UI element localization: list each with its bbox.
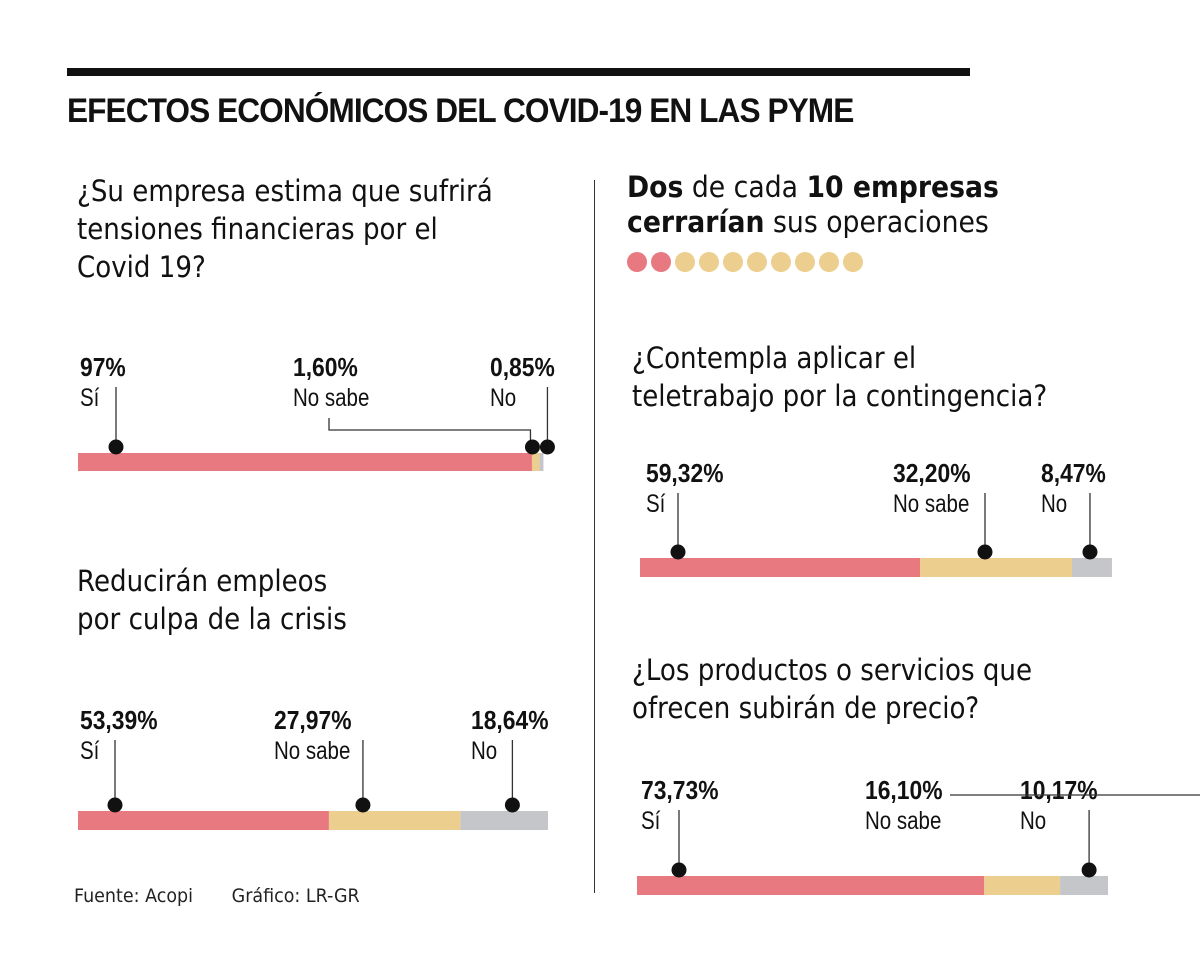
category-label-no: No xyxy=(1020,806,1046,834)
company-dot-operating xyxy=(675,252,695,272)
category-label-no-sabe: No sabe xyxy=(293,383,369,411)
bar-segment-si xyxy=(78,811,329,830)
category-label-no-sabe: No sabe xyxy=(893,489,969,517)
bar-segment-si xyxy=(640,558,920,577)
callout-text: sus operaciones xyxy=(764,205,989,239)
marker-dot-no-sabe xyxy=(977,544,993,560)
question-line: teletrabajo por la contingencia? xyxy=(632,379,1048,413)
question-line: ¿Los productos o servicios que xyxy=(632,653,1033,687)
data-label-no: 10,17% xyxy=(1020,777,1098,806)
data-label-no-sabe: 27,97% xyxy=(274,707,352,736)
callout-bold: cerrarían xyxy=(627,205,765,239)
data-label-no: 8,47% xyxy=(1041,460,1106,489)
bar-segment-no-sabe xyxy=(531,453,540,471)
callout-bold: Dos xyxy=(627,170,684,204)
data-label-no-sabe: 32,20% xyxy=(893,460,971,489)
company-dot-closing xyxy=(651,252,671,272)
graphic-credit: Gráfico: LR-GR xyxy=(231,885,360,907)
category-label-no: No xyxy=(1041,489,1067,517)
category-label-no: No xyxy=(471,736,497,764)
marker-dot-si xyxy=(108,439,124,455)
top-rule xyxy=(67,68,970,76)
company-dot-operating xyxy=(795,252,815,272)
question-line: Covid 19? xyxy=(77,250,206,284)
bar-segment-no-sabe xyxy=(919,558,1072,577)
callout-text: de cada xyxy=(683,170,807,204)
question-line: Reducirán empleos xyxy=(77,564,328,598)
column-divider xyxy=(594,180,595,893)
data-label-si: 53,39% xyxy=(80,707,158,736)
data-label-no-sabe: 1,60% xyxy=(293,354,358,383)
question-line: tensiones financieras por el xyxy=(77,212,438,246)
page-title: EFECTOS ECONÓMICOS DEL COVID-19 EN LAS P… xyxy=(67,92,854,130)
leader-line-no-sabe xyxy=(950,794,1200,796)
callout-bold: 10 empresas xyxy=(806,170,999,204)
marker-dot-no xyxy=(1081,862,1097,878)
marker-dot-no xyxy=(539,439,555,455)
category-label-no: No xyxy=(490,383,516,411)
question-line: ofrecen subirán de precio? xyxy=(632,691,980,725)
question-line: ¿Contempla aplicar el xyxy=(632,341,917,375)
bar-segment-no xyxy=(460,811,548,830)
marker-dot-si xyxy=(671,862,687,878)
data-label-si: 73,73% xyxy=(641,777,719,806)
bar-segment-si xyxy=(637,876,985,895)
bar-segment-si xyxy=(78,453,532,471)
data-label-si: 59,32% xyxy=(646,460,724,489)
question-financial-stress: ¿Su empresa estima que sufrirá tensiones… xyxy=(77,172,545,286)
bar-segment-no-sabe xyxy=(328,811,461,830)
marker-dot-si xyxy=(107,797,123,813)
question-line: por culpa de la crisis xyxy=(77,602,347,636)
source-credit: Fuente: Acopi xyxy=(74,885,193,907)
data-label-no-sabe: 16,10% xyxy=(865,777,943,806)
category-label-si: Sí xyxy=(80,383,100,411)
company-dot-operating xyxy=(747,252,767,272)
category-label-no-sabe: No sabe xyxy=(865,806,941,834)
company-dot-closing xyxy=(627,252,647,272)
question-line: ¿Su empresa estima que sufrirá xyxy=(77,174,493,208)
company-dot-operating xyxy=(723,252,743,272)
data-label-si: 97% xyxy=(80,354,126,383)
bar-segment-no xyxy=(1060,876,1108,895)
bar-segment-no-sabe xyxy=(984,876,1061,895)
company-dot-operating xyxy=(771,252,791,272)
company-dots xyxy=(627,252,863,272)
bar-segment-no xyxy=(1071,558,1112,577)
category-label-si: Sí xyxy=(80,736,100,764)
marker-dot-no xyxy=(504,797,520,813)
footer: Fuente: Acopi Gráfico: LR-GR xyxy=(74,885,393,907)
marker-dot-no-sabe xyxy=(355,797,371,813)
company-dot-operating xyxy=(819,252,839,272)
data-label-no: 0,85% xyxy=(490,354,555,383)
closure-callout: Dos de cada 10 empresas cerrarían sus op… xyxy=(627,170,999,240)
category-label-no-sabe: No sabe xyxy=(274,736,350,764)
bar-segment-no xyxy=(539,453,544,471)
company-dot-operating xyxy=(699,252,719,272)
question-price-increase: ¿Los productos o servicios que ofrecen s… xyxy=(632,651,1136,727)
data-label-no: 18,64% xyxy=(471,707,549,736)
company-dot-operating xyxy=(843,252,863,272)
marker-dot-si xyxy=(670,544,686,560)
category-label-si: Sí xyxy=(641,806,661,834)
leader-line-no-sabe xyxy=(328,418,532,447)
question-telework: ¿Contempla aplicar el teletrabajo por la… xyxy=(632,339,1136,415)
marker-dot-no xyxy=(1082,544,1098,560)
marker-dot-no-sabe xyxy=(524,439,540,455)
category-label-si: Sí xyxy=(646,489,666,517)
question-job-reduction: Reducirán empleos por culpa de la crisis xyxy=(77,562,437,638)
